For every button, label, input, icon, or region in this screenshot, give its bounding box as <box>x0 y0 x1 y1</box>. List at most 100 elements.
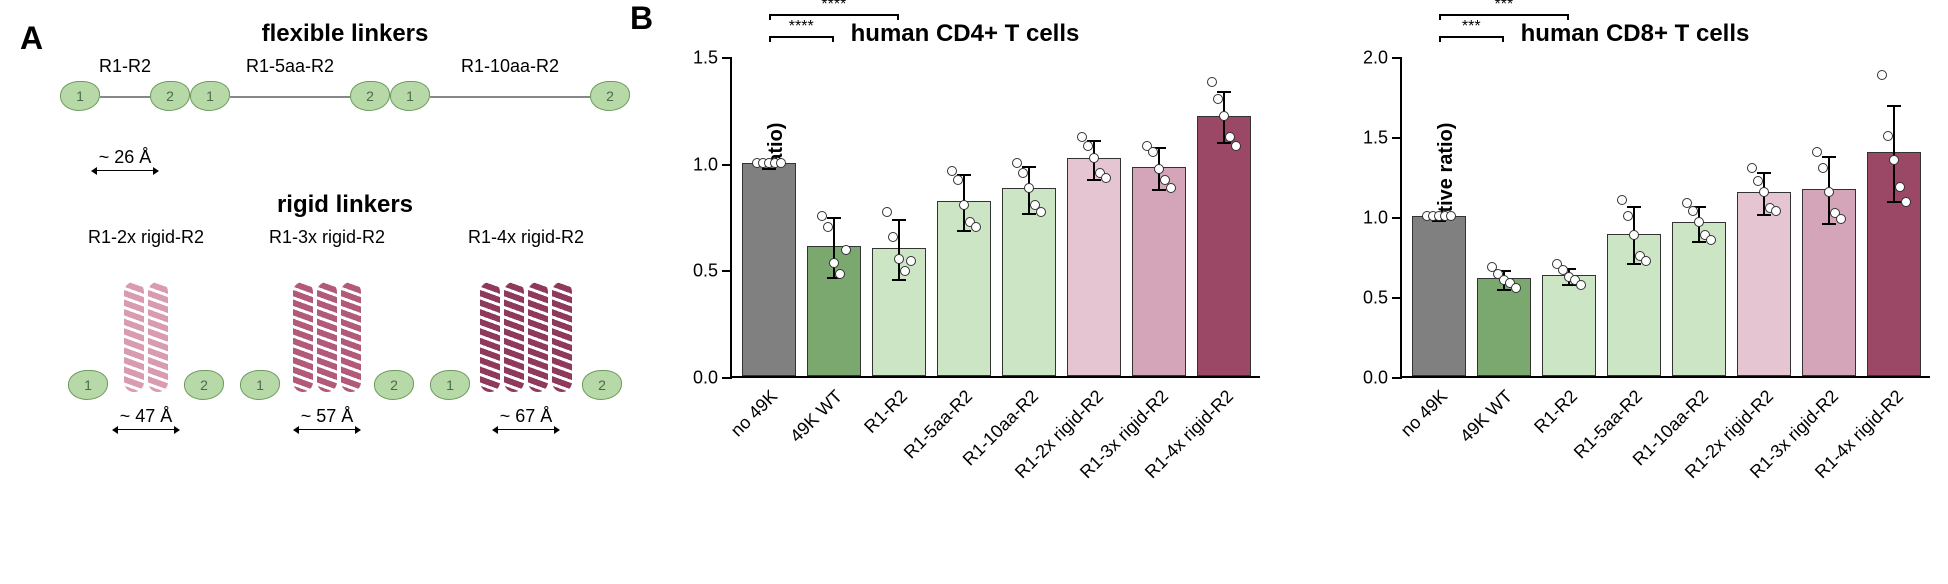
error-cap <box>1887 201 1901 203</box>
error-cap <box>1497 289 1511 291</box>
y-tick <box>722 57 732 59</box>
data-point <box>1083 141 1093 151</box>
blob-1: 1 <box>430 370 470 400</box>
sig-text: *** <box>1462 18 1481 36</box>
sig-tick <box>769 14 771 20</box>
bar-group-0 <box>1410 216 1467 376</box>
bar-group-5 <box>1735 192 1792 376</box>
bar <box>1412 216 1466 376</box>
error-cap <box>892 279 906 281</box>
x-labels: no 49K49K WTR1-R2R1-5aa-R2R1-10aa-R2R1-2… <box>1400 378 1930 518</box>
blob-2: 2 <box>582 370 622 400</box>
bar-group-7 <box>1195 116 1252 376</box>
blob-2: 2 <box>184 370 224 400</box>
bar-group-4 <box>1000 188 1057 376</box>
sig-bracket <box>1439 36 1504 38</box>
bar-group-2 <box>870 248 927 376</box>
panel-b-label: B <box>630 0 653 37</box>
data-point <box>1213 94 1223 104</box>
x-label: 49K WT <box>803 378 860 518</box>
blob-pair: 1 2 <box>60 81 190 141</box>
sig-bracket <box>769 36 834 38</box>
distance-label: ~ 57 Å <box>297 406 358 430</box>
data-point <box>1706 235 1716 245</box>
bar-group-6 <box>1800 189 1857 376</box>
rigid-construct-2: R1-4x rigid-R2 1 2 ~ 67 Å <box>435 227 617 430</box>
data-point <box>829 258 839 268</box>
data-point <box>1877 70 1887 80</box>
helix <box>293 282 313 392</box>
data-point <box>1036 207 1046 217</box>
data-point <box>1747 163 1757 173</box>
data-point <box>1166 183 1176 193</box>
data-point <box>1629 230 1639 240</box>
construct-label: R1-R2 <box>60 56 190 77</box>
error-cap <box>1822 156 1836 158</box>
y-tick <box>722 377 732 379</box>
data-point <box>776 158 786 168</box>
bar <box>937 201 991 376</box>
data-point <box>894 254 904 264</box>
rigid-linkers-title: rigid linkers <box>60 191 630 219</box>
error-cap <box>1757 172 1771 174</box>
helix <box>317 282 337 392</box>
bar <box>1867 152 1921 376</box>
data-point <box>1219 111 1229 121</box>
error-cap <box>892 219 906 221</box>
y-tick-label: 0.5 <box>684 261 718 282</box>
bar-group-5 <box>1065 158 1122 376</box>
data-point <box>1901 197 1911 207</box>
bar-group-2 <box>1540 275 1597 376</box>
bar <box>1542 275 1596 376</box>
y-tick <box>722 270 732 272</box>
sig-tick <box>769 36 771 42</box>
construct-label: R1-3x rigid-R2 <box>245 227 409 248</box>
bar-group-1 <box>805 246 862 376</box>
y-tick-label: 1.5 <box>684 48 718 69</box>
data-point <box>1207 77 1217 87</box>
bar-group-4 <box>1670 222 1727 376</box>
data-point <box>1623 211 1633 221</box>
error-cap <box>827 217 841 219</box>
chart-cd4: human CD4+ T cellsCD69 (relative ratio)0… <box>670 20 1260 564</box>
bar-group-1 <box>1475 278 1532 376</box>
data-point <box>1694 217 1704 227</box>
rigid-row: R1-2x rigid-R2 1 2 ~ 47 Å R1-3x rigid-R2… <box>60 227 630 430</box>
data-point <box>1641 256 1651 266</box>
y-tick-label: 2.0 <box>1354 48 1388 69</box>
data-point <box>1089 153 1099 163</box>
blob-2: 2 <box>350 81 390 111</box>
data-point <box>1883 131 1893 141</box>
bar <box>1197 116 1251 376</box>
data-point <box>959 200 969 210</box>
data-point <box>906 256 916 266</box>
bar <box>1067 158 1121 376</box>
bar <box>1002 188 1056 376</box>
rigid-construct-0: R1-2x rigid-R2 1 2 ~ 47 Å <box>73 227 219 430</box>
data-point <box>882 207 892 217</box>
bar-group-0 <box>740 163 797 376</box>
x-label: 49K WT <box>1473 378 1530 518</box>
blob-1: 1 <box>190 81 230 111</box>
blob-1: 1 <box>390 81 430 111</box>
helix-area: 1 2 <box>73 252 219 392</box>
construct-label: R1-2x rigid-R2 <box>73 227 219 248</box>
sig-tick <box>1567 14 1569 20</box>
data-point <box>1018 168 1028 178</box>
data-point <box>817 211 827 221</box>
sig-tick <box>1439 14 1441 20</box>
helix <box>480 282 500 392</box>
chart-title: human CD8+ T cells <box>1340 20 1930 48</box>
bar-group-6 <box>1130 167 1187 376</box>
x-label: R1-4x rigid-R2 <box>1195 378 1252 518</box>
sig-bracket <box>769 14 900 16</box>
helix <box>504 282 524 392</box>
flexible-linkers-title: flexible linkers <box>60 20 630 48</box>
rigid-construct-1: R1-3x rigid-R2 1 2 ~ 57 Å <box>245 227 409 430</box>
error-cap <box>1627 206 1641 208</box>
error-cap <box>1627 263 1641 265</box>
data-point <box>1753 176 1763 186</box>
construct-label: R1-5aa-R2 <box>190 56 390 77</box>
helix <box>148 282 168 392</box>
blob-pair: 1 2 <box>190 81 390 141</box>
